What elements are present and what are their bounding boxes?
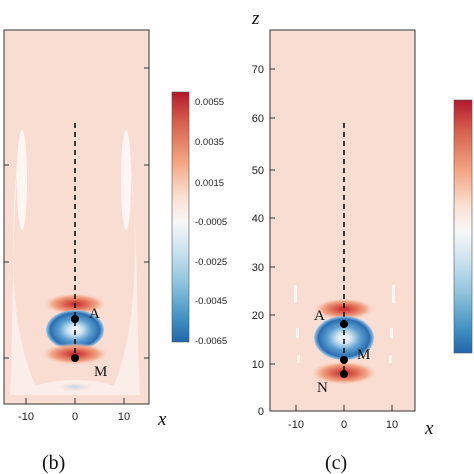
panel-c-x-axis-label: x xyxy=(424,418,434,439)
colorbar-b: 0.0055 0.0035 0.0015 -0.0005 -0.0025 -0.… xyxy=(171,91,227,347)
colorbar-b-tick: -0.0025 xyxy=(195,257,227,268)
colorbar-b-tick: 0.0015 xyxy=(195,178,224,189)
panel-b-ticks xyxy=(4,67,149,404)
panel-c-ytick-label: 20 xyxy=(252,310,264,322)
panel-c-ytick-label: 30 xyxy=(252,262,264,274)
panel-c-xtick-label: 10 xyxy=(386,419,398,431)
panel-c-ytick-label: 10 xyxy=(252,359,264,371)
panel-b-xtick-label: -10 xyxy=(18,411,34,423)
panel-b-point-a-label: A xyxy=(89,306,100,322)
panel-c-ytick-label: 0 xyxy=(258,406,264,418)
panel-b-x-axis-label: x xyxy=(157,409,167,430)
panel-c-ytick-label: 60 xyxy=(252,113,264,125)
panel-b-xtick-label: 10 xyxy=(118,411,130,423)
panel-c-ytick-label: 40 xyxy=(252,213,264,225)
panel-c-label: (c) xyxy=(325,452,347,474)
panel-b-xtick-label: 0 xyxy=(72,411,78,423)
colorbar-b-tick: -0.0045 xyxy=(195,296,227,307)
panel-b-point-m-label: M xyxy=(94,364,107,380)
panel-c-xtick-label: 0 xyxy=(341,419,347,431)
panel-b-label: (b) xyxy=(42,452,65,474)
panel-b-streak-right-core xyxy=(121,130,131,230)
panel-b-streak-right xyxy=(110,125,140,395)
panel-c-point-m-label: M xyxy=(357,347,370,363)
panel-c-ytick-label: 70 xyxy=(252,64,264,76)
colorbar-b-tick: -0.0005 xyxy=(195,217,227,228)
panel-b-streak-left-core xyxy=(17,130,27,230)
panel-c-ytick-label: 50 xyxy=(252,165,264,177)
colorbar-c-bar xyxy=(453,99,473,354)
panel-c-pale-dash xyxy=(390,328,393,338)
panel-c-frame xyxy=(269,29,416,412)
panel-b-point-m xyxy=(71,354,79,362)
panel-c-point-a xyxy=(340,320,348,328)
panel-c-point-m xyxy=(340,356,348,364)
colorbar-b-tick: 0.0055 xyxy=(195,97,224,108)
colorbar-b-tick: 0.0035 xyxy=(195,137,224,148)
panel-c-point-a-label: A xyxy=(314,308,325,324)
panel-c-xtick-label: -10 xyxy=(288,419,304,431)
panel-b-point-a xyxy=(71,315,79,323)
panel-b: -10 0 10 x A M (b) xyxy=(3,29,167,474)
panel-b-streak-left xyxy=(10,125,40,395)
panel-c-pale-dash xyxy=(392,285,395,303)
colorbar-b-tick: -0.0065 xyxy=(195,336,227,347)
panel-c-y-axis-label: z xyxy=(251,8,260,29)
panel-c-point-n-label: N xyxy=(317,380,328,396)
panel-c-upper-positive-lobe xyxy=(313,298,375,320)
panel-c: 0 10 20 30 40 50 60 70 -10 0 10 x z A M … xyxy=(251,8,434,474)
panel-b-weak-negative xyxy=(57,382,93,392)
panel-c-pale-dash xyxy=(389,355,392,363)
panel-c-pale-dash xyxy=(296,328,299,338)
panel-c-pale-dash xyxy=(297,355,300,363)
panel-b-frame xyxy=(3,29,150,405)
colorbar-b-bar xyxy=(171,91,190,343)
panel-c-negative-core xyxy=(314,316,374,360)
panel-c-ticks xyxy=(270,68,393,412)
panel-c-pale-dash xyxy=(294,285,297,303)
panel-c-point-n xyxy=(340,370,348,378)
